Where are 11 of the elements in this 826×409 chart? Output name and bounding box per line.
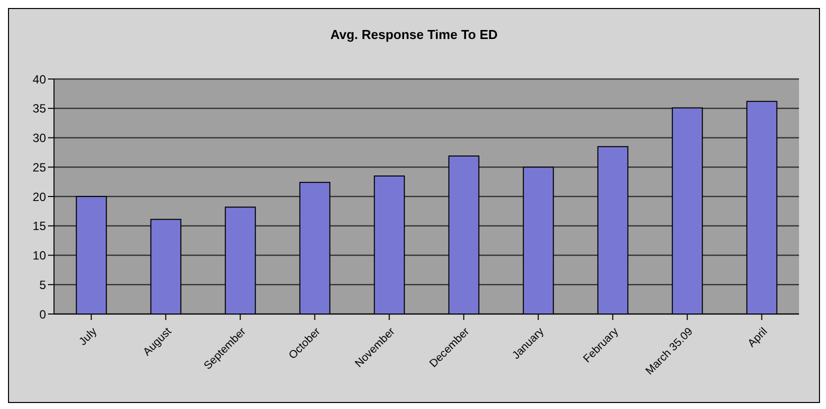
y-tick-label: 0 [39,307,46,322]
y-tick-label: 20 [32,190,46,204]
y-tick-label: 5 [39,278,46,292]
y-tick-label: 10 [32,248,46,263]
x-tick-label: July [77,325,100,348]
y-tick-label: 15 [32,219,46,234]
y-tick-label: 30 [32,131,46,146]
chart-title: Avg. Response Time To ED [329,27,499,42]
y-tick-label: 40 [32,72,46,86]
y-tick-label: 35 [32,102,46,116]
y-tick-label: 25 [32,160,46,174]
